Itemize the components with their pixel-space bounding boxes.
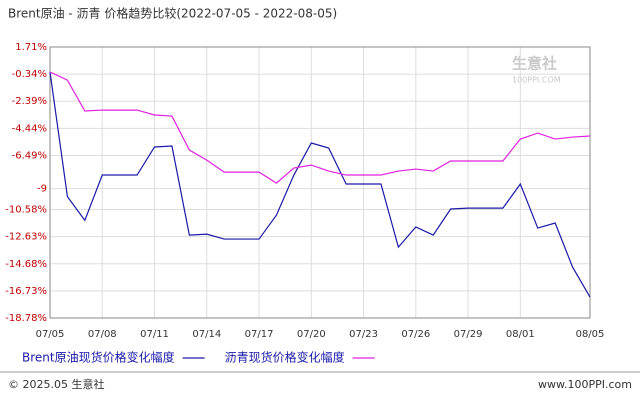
series-line bbox=[49, 71, 591, 184]
y-tick-label: -0.34% bbox=[12, 69, 47, 80]
y-tick-label: -16.73% bbox=[5, 286, 47, 297]
watermark: 生意社 bbox=[512, 55, 557, 73]
watermark-sub: 100PPI.COM bbox=[512, 76, 561, 85]
legend-label: 沥青现货价格变化幅度 bbox=[225, 350, 345, 365]
footer-left: © 2025.05 生意社 bbox=[8, 377, 104, 391]
chart-title: Brent原油 - 沥青 价格趋势比较(2022-07-05 - 2022-08… bbox=[8, 6, 337, 21]
x-tick-label: 08/01 bbox=[506, 329, 535, 340]
legend-label: Brent原油现货价格变化幅度 bbox=[22, 350, 175, 365]
y-tick-label: -10.58% bbox=[5, 205, 47, 216]
y-tick-label: -2.39% bbox=[12, 96, 47, 107]
y-tick-label: -6.49% bbox=[12, 150, 47, 161]
footer-right: www.100PPI.com bbox=[538, 378, 632, 391]
x-tick-label: 07/20 bbox=[297, 329, 326, 340]
y-tick-label: -18.78% bbox=[5, 313, 47, 324]
x-tick-label: 08/05 bbox=[576, 329, 605, 340]
x-tick-label: 07/11 bbox=[140, 329, 169, 340]
y-tick-label: 1.71% bbox=[15, 42, 47, 53]
x-tick-label: 07/23 bbox=[349, 329, 378, 340]
x-tick-label: 07/29 bbox=[454, 329, 483, 340]
x-tick-label: 07/08 bbox=[88, 329, 117, 340]
x-tick-label: 07/14 bbox=[192, 329, 221, 340]
x-tick-label: 07/26 bbox=[401, 329, 430, 340]
y-tick-label: -12.63% bbox=[5, 232, 47, 243]
x-tick-label: 07/17 bbox=[245, 329, 274, 340]
y-tick-label: -9 bbox=[37, 184, 47, 195]
plot-frame bbox=[49, 46, 591, 319]
x-tick-label: 07/05 bbox=[36, 329, 65, 340]
y-tick-label: -14.68% bbox=[5, 259, 47, 270]
y-tick-label: -4.44% bbox=[12, 123, 47, 134]
series-line bbox=[49, 71, 591, 298]
